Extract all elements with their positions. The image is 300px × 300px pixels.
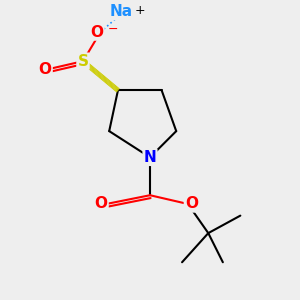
Text: N: N xyxy=(144,150,156,165)
Text: Na: Na xyxy=(109,4,132,19)
Text: O: O xyxy=(39,62,52,77)
Text: O: O xyxy=(94,196,107,211)
Text: O: O xyxy=(185,196,198,211)
Text: O: O xyxy=(91,25,103,40)
Text: +: + xyxy=(134,4,145,17)
Text: S: S xyxy=(77,54,88,69)
Text: −: − xyxy=(107,23,118,36)
